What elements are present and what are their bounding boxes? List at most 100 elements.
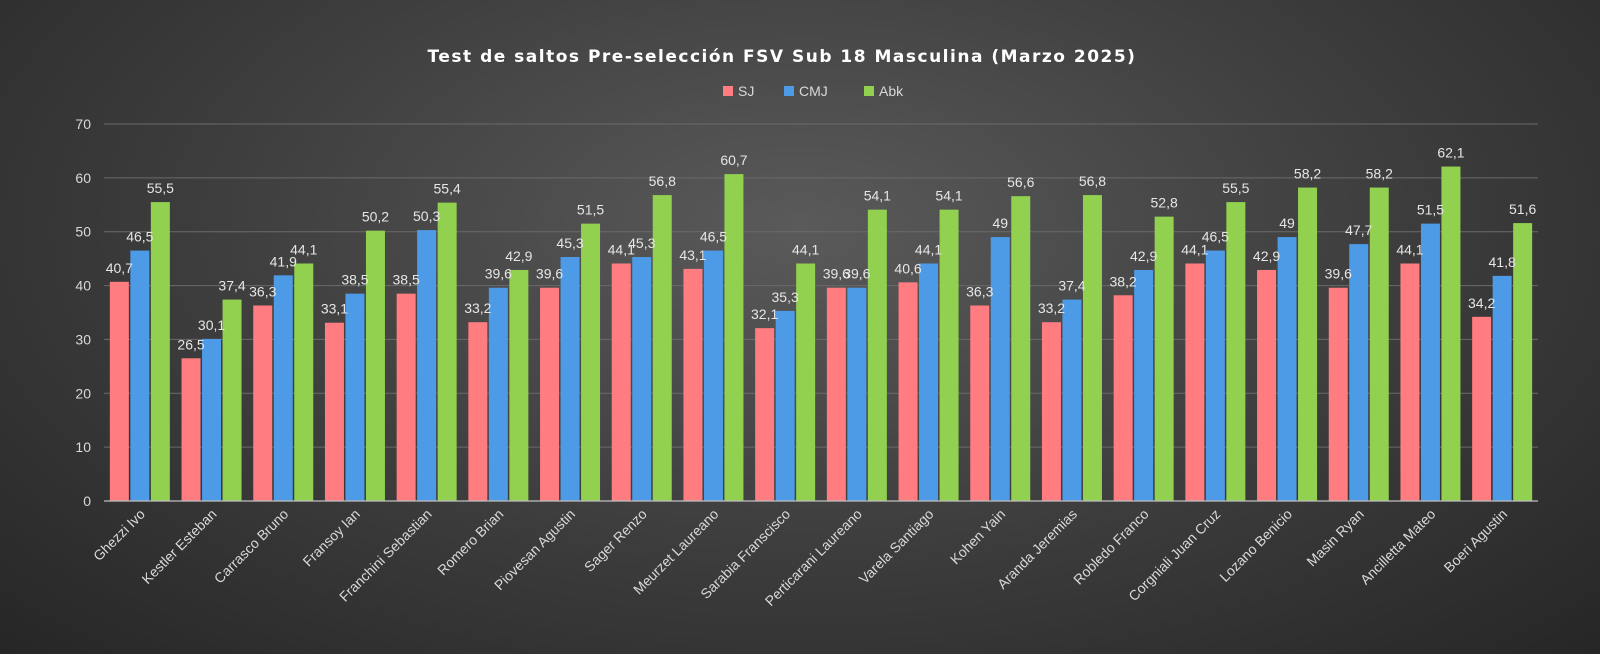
bar-sj: [396, 293, 416, 501]
legend-swatch-cmj: [784, 86, 794, 96]
data-label-cmj: 45,3: [628, 235, 655, 251]
x-category-label: Romero Brian: [434, 506, 506, 578]
bar-cmj: [488, 287, 508, 501]
data-label-sj: 34,2: [1468, 295, 1495, 311]
x-category-label: Varela Santiago: [856, 506, 937, 587]
data-label-abk: 51,6: [1509, 201, 1536, 217]
bar-sj: [826, 287, 846, 501]
bar-abk: [1369, 187, 1389, 501]
bar-cmj: [202, 338, 222, 501]
y-tick-label: 10: [75, 439, 91, 455]
data-label-sj: 43,1: [679, 247, 706, 263]
y-tick-label: 20: [75, 385, 91, 401]
data-label-abk: 37,4: [218, 278, 245, 294]
bar-sj: [1328, 287, 1348, 501]
data-label-sj: 42,9: [1253, 248, 1280, 264]
bar-abk: [581, 223, 601, 501]
y-tick-label: 0: [83, 493, 91, 509]
data-label-abk: 55,4: [434, 181, 461, 197]
data-label-abk: 55,5: [147, 180, 174, 196]
data-label-abk: 56,8: [1079, 173, 1106, 189]
data-label-sj: 44,1: [1181, 241, 1208, 257]
data-label-sj: 33,2: [464, 300, 491, 316]
bar-cmj: [1420, 223, 1440, 501]
bar-sj: [324, 322, 344, 501]
data-label-abk: 54,1: [864, 188, 891, 204]
bar-cmj: [1062, 299, 1082, 501]
bar-cmj: [990, 237, 1010, 501]
data-label-cmj: 46,5: [700, 229, 727, 245]
y-axis-ticks: 0 10 20 30 40 50 60 70: [75, 116, 91, 509]
bar-sj: [1185, 263, 1205, 501]
data-label-abk: 42,9: [505, 248, 532, 264]
bar-abk: [365, 230, 385, 501]
bar-cmj: [1349, 244, 1369, 501]
data-label-abk: 58,2: [1366, 166, 1393, 182]
bar-abk: [1011, 196, 1031, 501]
bar-cmj: [273, 275, 293, 501]
data-label-cmj: 45,3: [556, 235, 583, 251]
bar-cmj: [1134, 269, 1154, 501]
bar-sj: [181, 358, 201, 501]
bar-sj: [1472, 316, 1492, 501]
data-label-abk: 51,5: [577, 202, 604, 218]
bar-cmj: [847, 287, 867, 501]
bar-cmj: [1205, 250, 1225, 501]
data-label-cmj: 35,3: [772, 289, 799, 305]
legend-label-sj: SJ: [738, 83, 754, 99]
bar-sj: [755, 328, 775, 501]
data-label-cmj: 46,5: [126, 229, 153, 245]
bar-sj: [611, 263, 631, 501]
bar-sj: [468, 322, 488, 501]
data-label-abk: 50,2: [362, 209, 389, 225]
data-label-sj: 44,1: [608, 241, 635, 257]
data-label-abk: 62,1: [1437, 145, 1464, 161]
legend-swatch-sj: [723, 86, 733, 96]
data-label-cmj: 41,8: [1489, 254, 1516, 270]
bar-abk: [1082, 195, 1102, 501]
data-label-abk: 52,8: [1151, 195, 1178, 211]
data-label-cmj: 41,9: [270, 253, 297, 269]
chart-title: Test de saltos Pre-selección FSV Sub 18 …: [428, 47, 1137, 67]
bar-sj: [1257, 269, 1277, 501]
bar-abk: [796, 263, 816, 501]
x-category-label: Fransoy Ian: [299, 506, 363, 570]
data-label-sj: 39,6: [823, 266, 850, 282]
data-label-cmj: 39,6: [485, 266, 512, 282]
data-label-sj: 40,6: [894, 260, 921, 276]
bar-abk: [1226, 202, 1246, 502]
data-label-abk: 56,8: [649, 173, 676, 189]
bar-cmj: [632, 257, 652, 501]
bar-cmj: [417, 230, 437, 501]
data-label-sj: 32,1: [751, 306, 778, 322]
data-label-sj: 33,2: [1038, 300, 1065, 316]
bar-sj: [1113, 295, 1133, 501]
x-category-label: Masin Ryan: [1303, 506, 1367, 570]
data-label-sj: 39,6: [1325, 266, 1352, 282]
x-category-label: Kestler Esteban: [138, 506, 219, 587]
x-category-label: Ghezzi Ivo: [90, 506, 148, 564]
bar-sj: [1400, 263, 1420, 501]
x-category-label: Ancilletta Mateo: [1357, 506, 1439, 588]
data-label-sj: 44,1: [1396, 241, 1423, 257]
bar-abk: [294, 263, 314, 501]
x-category-label: Boeri Agustin: [1441, 506, 1511, 576]
data-label-cmj: 50,3: [413, 208, 440, 224]
bar-abk: [1154, 216, 1174, 502]
bar-sj: [898, 282, 918, 501]
bar-abk: [867, 209, 887, 501]
x-category-label: Carrasco Bruno: [211, 506, 292, 587]
bar-sj: [540, 287, 560, 501]
data-label-abk: 56,6: [1007, 174, 1034, 190]
data-label-cmj: 38,5: [341, 272, 368, 288]
data-label-cmj: 39,6: [843, 266, 870, 282]
bar-sj: [253, 305, 273, 501]
x-category-label: Robledo Franco: [1070, 506, 1152, 588]
y-tick-label: 50: [75, 224, 91, 240]
legend: SJ CMJ Abk: [723, 83, 904, 99]
bar-abk: [1298, 187, 1318, 501]
data-label-sj: 38,2: [1110, 273, 1137, 289]
bar-sj: [1041, 322, 1061, 501]
data-label-cmj: 47,7: [1345, 222, 1372, 238]
